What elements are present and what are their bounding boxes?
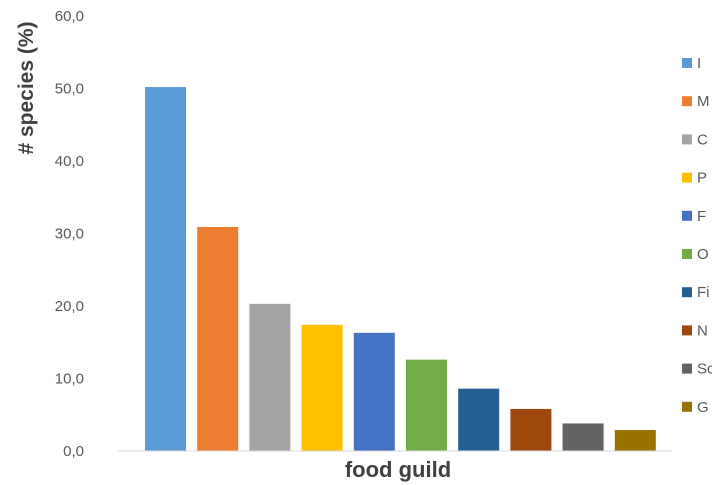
legend-label-sc: Sc	[697, 361, 712, 378]
legend-label-p: P	[697, 170, 707, 187]
bar-p	[301, 324, 343, 451]
legend-swatch-n	[682, 325, 692, 336]
legend-swatch-f	[682, 210, 692, 221]
legend-label-f: F	[697, 208, 706, 225]
legend-swatch-g	[682, 401, 692, 412]
legend-label-c: C	[697, 131, 708, 148]
y-tick-label: 50,0	[55, 81, 84, 98]
legend-label-m: M	[697, 93, 710, 110]
legend-swatch-p	[682, 172, 692, 183]
legend-swatch-i	[682, 58, 692, 68]
legend-swatch-fi	[682, 287, 692, 298]
legend-label-o: O	[697, 246, 709, 263]
bar-f	[353, 332, 395, 451]
x-axis-title: food guild	[345, 457, 451, 482]
legend-label-fi: Fi	[697, 284, 710, 301]
legend-swatch-c	[682, 134, 692, 145]
legend-swatch-m	[682, 96, 692, 107]
y-axis-title: # species (%)	[15, 21, 38, 154]
y-tick-label: 20,0	[55, 298, 84, 315]
bar-c	[249, 303, 291, 451]
y-tick-label: 30,0	[55, 226, 84, 243]
y-axis-ticks: 0,0 10,0 20,0 30,0 40,0 50,0 60,0	[55, 8, 84, 460]
bar-i	[145, 87, 186, 452]
y-tick-label: 0,0	[63, 443, 84, 460]
legend-label-i: I	[697, 55, 701, 72]
bar-g	[614, 429, 656, 451]
legend: I M C P F O Fi N Sc G	[682, 55, 712, 416]
legend-label-g: G	[697, 399, 709, 416]
bar-m	[197, 226, 239, 451]
bar-sc	[562, 423, 604, 451]
bar-n	[510, 408, 552, 451]
bar-fi	[458, 388, 500, 451]
y-tick-label: 40,0	[55, 153, 84, 170]
y-tick-label: 10,0	[55, 371, 84, 388]
legend-swatch-sc	[682, 363, 692, 374]
legend-label-n: N	[697, 322, 708, 339]
bars	[145, 87, 656, 452]
legend-swatch-o	[682, 249, 692, 259]
y-tick-label: 60,0	[55, 8, 84, 25]
bar-o	[406, 359, 447, 451]
